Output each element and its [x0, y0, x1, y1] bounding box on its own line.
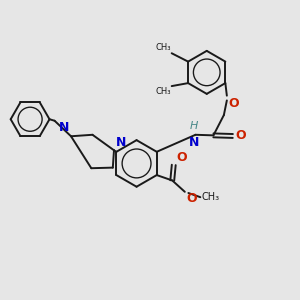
Text: CH₃: CH₃	[156, 43, 171, 52]
Text: CH₃: CH₃	[156, 87, 171, 96]
Text: N: N	[59, 121, 69, 134]
Text: N: N	[116, 136, 126, 149]
Text: N: N	[188, 136, 199, 149]
Text: O: O	[235, 130, 245, 142]
Text: CH₃: CH₃	[202, 192, 220, 202]
Text: O: O	[176, 151, 187, 164]
Text: H: H	[190, 121, 198, 131]
Text: O: O	[186, 192, 196, 206]
Text: O: O	[228, 97, 239, 110]
